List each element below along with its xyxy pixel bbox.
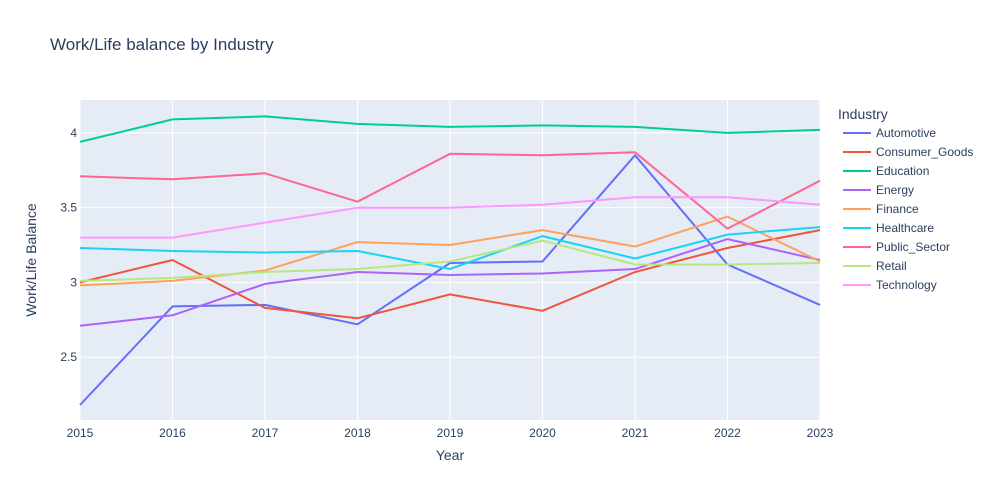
y-tick-labels: 2.5 3 3.5 4 xyxy=(60,126,77,364)
y-tick-label: 3.5 xyxy=(60,201,77,215)
legend-label: Retail xyxy=(876,259,907,273)
legend-item[interactable]: Technology xyxy=(843,278,937,292)
legend-item[interactable]: Finance xyxy=(843,202,919,216)
series-line-public-sector xyxy=(79,151,821,230)
series-line-education xyxy=(79,115,821,143)
y-tick-label: 2.5 xyxy=(60,350,77,364)
x-axis-title: Year xyxy=(436,447,465,463)
grid-lines xyxy=(79,100,821,420)
series-line-technology xyxy=(80,196,821,239)
y-tick-label: 4 xyxy=(70,126,77,140)
legend-title: Industry xyxy=(838,106,888,122)
x-tick-label: 2019 xyxy=(437,426,464,440)
legend-label: Finance xyxy=(876,202,919,216)
chart-title: Work/Life balance by Industry xyxy=(50,35,274,54)
legend[interactable]: Industry Automotive Consumer_Goods Educati… xyxy=(838,106,973,292)
series-line-healthcare xyxy=(79,226,821,270)
legend-item[interactable]: Education xyxy=(843,164,929,178)
x-tick-label: 2023 xyxy=(807,426,834,440)
legend-label: Automotive xyxy=(876,126,936,140)
series-line-retail xyxy=(79,239,821,282)
legend-label: Healthcare xyxy=(876,221,934,235)
legend-item[interactable]: Energy xyxy=(843,183,914,197)
x-tick-label: 2015 xyxy=(67,426,94,440)
series-line-automotive xyxy=(79,154,821,406)
legend-label: Technology xyxy=(876,278,937,292)
y-axis-title: Work/Life Balance xyxy=(23,203,39,317)
legend-item[interactable]: Retail xyxy=(843,259,907,273)
x-tick-label: 2017 xyxy=(252,426,279,440)
series-line-finance xyxy=(79,215,821,287)
x-tick-label: 2018 xyxy=(344,426,371,440)
y-tick-label: 3 xyxy=(70,275,77,289)
x-tick-label: 2020 xyxy=(529,426,556,440)
legend-item[interactable]: Public_Sector xyxy=(843,240,950,254)
legend-label: Energy xyxy=(876,183,914,197)
legend-item[interactable]: Consumer_Goods xyxy=(843,145,973,159)
x-tick-label: 2022 xyxy=(714,426,741,440)
x-tick-labels: 2015 2016 2017 2018 2019 2020 2021 2022 2023 xyxy=(67,426,834,440)
series-lines xyxy=(79,115,821,406)
legend-item[interactable]: Healthcare xyxy=(843,221,934,235)
series-line-energy xyxy=(79,238,821,327)
legend-item[interactable]: Automotive xyxy=(843,126,936,140)
x-tick-label: 2021 xyxy=(622,426,649,440)
legend-label: Public_Sector xyxy=(876,240,950,254)
legend-label: Consumer_Goods xyxy=(876,145,973,159)
x-tick-label: 2016 xyxy=(159,426,186,440)
legend-label: Education xyxy=(876,164,929,178)
